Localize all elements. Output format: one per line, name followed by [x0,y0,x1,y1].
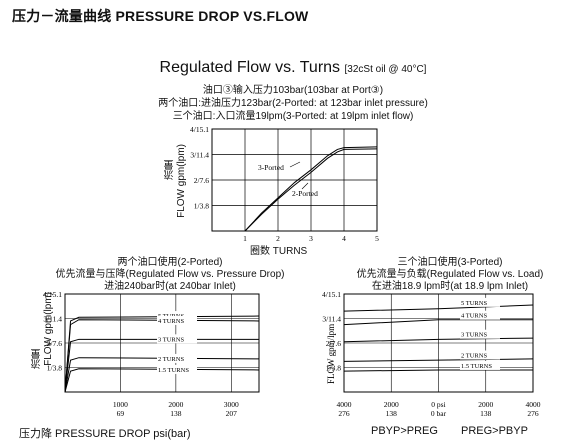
right-turn-label-bg [460,329,500,339]
left-turn-label: 4 TURNS [158,318,184,325]
main-chart: 4/15.1 3/11.4 2/7.6 1/3.8 1 2 3 4 5 3-Ported 2-… [190,125,379,243]
main-xtick-label: 1 [243,234,247,243]
right-chart-caption-1: 三个油口使用(3-Ported) [397,257,503,268]
right-xtick-psi: 4000 [526,400,541,409]
right-ytick-label: 3/11.4 [322,315,341,324]
main-chart-note-1: 油口③输入压力103bar(103bar at Port③) [202,85,384,96]
right-turn-label: 2 TURNS [461,353,487,360]
left-xtick-psi: 3000 [224,400,239,409]
right-turn-label-bg [460,360,500,370]
main-chart-series [244,146,378,232]
right-series-line [343,369,533,372]
main-xtick-label: 3 [309,234,313,243]
right-xtick-bar: 276 [338,409,350,418]
left-ytick-label: 2/7.6 [47,339,62,348]
left-chart-caption-2: 优先流量与压降(Regulated Flow vs. Pressure Drop… [55,269,285,280]
right-series-line [343,337,534,343]
left-ytick-label: 3/11.4 [43,315,62,324]
left-turn-label: 3 TURNS [158,336,184,343]
left-xtick-bar: 138 [170,409,182,418]
left-xtick-psi: 2000 [168,400,183,409]
main-chart-yticks: 4/15.1 3/11.4 2/7.6 1/3.8 [190,125,209,211]
main-chart-note-2: 两个油口:进油压力123bar(2-Ported: at 123bar inle… [158,98,428,109]
left-ytick-label: 1/3.8 [47,364,62,373]
main-label-3-leader [289,161,301,168]
right-ytick-label: 1/3.8 [326,364,341,373]
right-series-line [343,319,533,326]
right-chart-caption-2: 优先流量与负载(Regulated Flow vs. Load) [356,269,544,280]
right-chart-series [343,304,534,372]
left-turn-label: 1.5 TURNS [158,367,189,374]
right-turn-label-bg [460,297,500,307]
right-xtick-bar: 0 bar [431,409,447,418]
main-label-2-leader [301,182,309,190]
right-ytick-label: 4/15.1 [322,290,341,299]
right-chart-yticks: 4/15.1 3/11.4 2/7.6 1/3.8 [322,290,341,373]
left-ytick-label: 4/15.1 [43,290,62,299]
left-turn-label-bg [157,315,197,325]
right-xtick-psi: 4000 [337,400,352,409]
main-chart-note-3: 三个油口:入口流量19lpm(3-Ported: at 19lpm inlet … [172,111,414,122]
right-chart-footer-left: PBYP>PREG [371,425,438,437]
main-chart-xticks: 1 2 3 4 5 [243,234,379,243]
main-chart-title: Regulated Flow vs. Turns [159,59,341,76]
main-chart-title-block: Regulated Flow vs. Turns [32cSt oil @ 40… [0,59,586,77]
right-xtick-bar: 138 [480,409,492,418]
left-turn-label-bg [157,353,197,363]
main-chart-grid [212,129,377,231]
right-turn-label-bg [460,310,500,320]
left-chart-caption-3: 进油240bar时(at 240bar Inlet) [104,281,236,292]
left-chart-caption-1: 两个油口使用(2-Ported) [117,257,223,268]
main-xtick-label: 4 [342,234,346,243]
main-ytick-label: 3/11.4 [190,151,209,160]
main-xtick-label: 5 [375,234,379,243]
left-xtick-bar: 207 [226,409,238,418]
main-xtick-label: 2 [276,234,280,243]
left-xtick-psi: 1000 [113,400,128,409]
right-chart-footer-right: PREG>PBYP [461,425,528,437]
main-series-line [244,148,378,232]
left-xtick-bar: 69 [117,409,125,418]
right-ytick-label: 2/7.6 [326,339,341,348]
right-chart-caption-3: 在进油18.9 lpm时(at 18.9 lpm Inlet) [371,281,529,292]
main-chart-xlabel: 圈数 TURNS [250,246,308,257]
left-turn-label-bg [157,334,197,344]
right-chart-ylabel: FLOW gpm/lpm [326,324,336,384]
main-series-line [244,146,378,232]
right-xtick-psi: 2000 [478,400,493,409]
main-ytick-label: 1/3.8 [194,202,209,211]
right-xtick-psi: 0 psi [431,400,445,409]
main-label-3-ported: 3-Ported [258,163,284,172]
right-turn-label: 3 TURNS [461,332,487,339]
main-chart-title-note: [32cSt oil @ 40°C] [344,64,427,75]
right-turn-label: 1.5 TURNS [461,363,492,370]
right-turn-label: 5 TURNS [461,300,487,307]
right-turn-label-bg [460,350,500,360]
left-chart-yticks: 4/15.1 3/11.4 2/7.6 1/3.8 [43,290,62,373]
left-turn-label: 2 TURNS [158,356,184,363]
main-label-2-ported: 2-Ported [292,189,318,198]
right-xtick-bar: 138 [386,409,398,418]
right-turn-label: 4 TURNS [461,313,487,320]
right-series-line [343,304,534,312]
right-series-line [343,358,534,362]
main-ytick-label: 2/7.6 [194,176,209,185]
left-turn-label-bg [157,311,197,321]
right-xtick-bar: 276 [527,409,539,418]
page-header: 压力－流量曲线 PRESSURE DROP VS.FLOW [12,8,309,24]
main-ytick-label: 4/15.1 [190,125,209,134]
right-chart-turn-labels: 5 TURNS 4 TURNS 3 TURNS 2 TURNS 1.5 TURNS [460,297,500,370]
left-turn-label-bg [157,364,197,374]
left-chart-footer: 压力降 PRESSURE DROP psi(bar) [19,428,191,440]
right-xtick-psi: 2000 [384,400,399,409]
